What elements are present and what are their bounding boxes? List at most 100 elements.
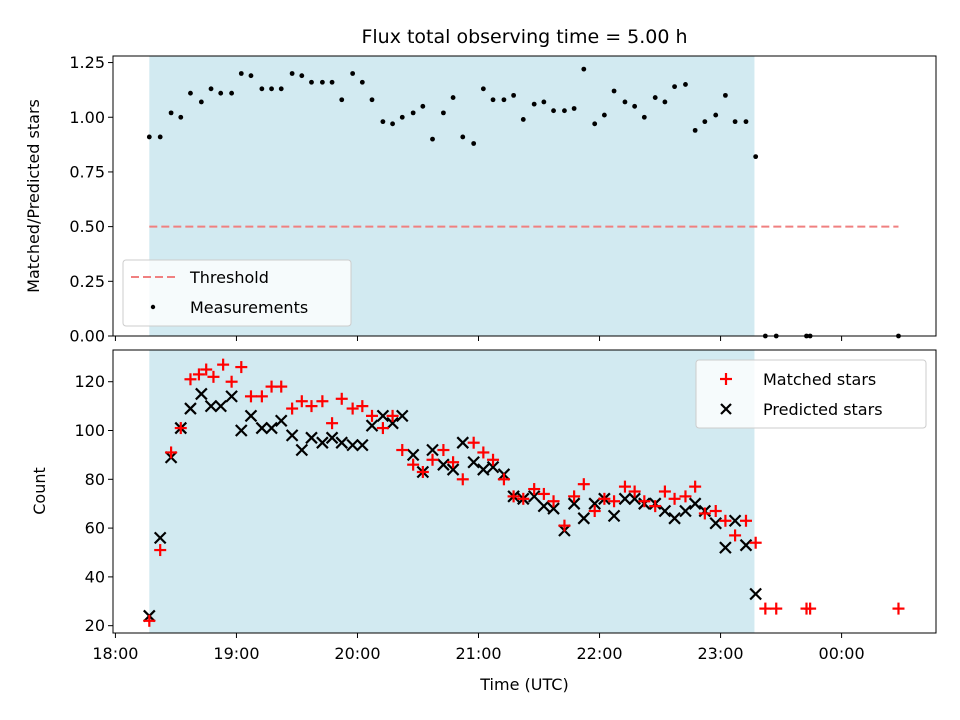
matched-star-point (568, 490, 581, 503)
x-tick-label: 20:00 (334, 644, 380, 663)
measurement-point (319, 79, 325, 85)
x-tick-label: 19:00 (213, 644, 259, 663)
matched-star-point (618, 480, 631, 493)
predicted-star-point (739, 538, 753, 552)
x-tick-label: 00:00 (819, 644, 865, 663)
predicted-star-point (225, 390, 238, 403)
predicted-star-point (567, 497, 581, 510)
measurement-point (480, 86, 486, 92)
predicted-star-point (356, 438, 369, 452)
matched-star-point (558, 519, 571, 532)
measurement-point (460, 134, 466, 140)
predicted-star-point (255, 421, 269, 435)
matched-star-point (628, 485, 641, 498)
matched-star-point (244, 390, 257, 403)
matched-star-point (477, 446, 490, 459)
predicted-star-point (305, 431, 318, 445)
matched-star-point (456, 473, 469, 486)
matched-star-point (598, 492, 611, 505)
matched-star-point (588, 505, 601, 518)
predicted-star-point (184, 402, 197, 415)
top-y-tick-label: 0.25 (69, 272, 105, 291)
matched-star-point (719, 514, 732, 527)
matched-star-point (143, 614, 156, 627)
x-axis-label: Time (UTC) (479, 675, 568, 694)
predicted-star-point (688, 497, 702, 510)
measurement-point (490, 97, 496, 103)
measurement-point (278, 86, 284, 92)
measurement-point (723, 92, 728, 98)
measurement-point (641, 114, 647, 120)
matched-star-point (396, 444, 409, 457)
measurement-point (450, 95, 456, 100)
bottom-y-tick-label: 40 (85, 567, 105, 586)
measurement-point (380, 119, 386, 125)
measurement-point (692, 127, 698, 133)
predicted-legend-label: Predicted stars (763, 400, 883, 419)
measurement-point (420, 103, 426, 109)
predicted-star-point (577, 512, 591, 525)
predicted-star-point (446, 463, 460, 476)
bottom-y-axis-label: Count (30, 467, 49, 515)
predicted-star-point (265, 421, 278, 435)
measurement-point (501, 97, 507, 103)
measurement-point (248, 73, 254, 79)
matched-star-point (679, 490, 692, 503)
matched-star-point (528, 483, 541, 496)
measurement-point (289, 71, 295, 76)
matched-star-point (709, 505, 722, 518)
matched-star-point (804, 602, 817, 615)
measurement-point (168, 110, 174, 116)
measurement-point (430, 136, 435, 142)
measurement-point (399, 114, 405, 120)
measurement-point (410, 110, 416, 116)
measurement-point (622, 99, 628, 105)
measurement-point (652, 95, 658, 100)
predicted-star-point (295, 443, 309, 457)
matched-star-point (326, 417, 339, 430)
predicted-star-point (749, 587, 762, 601)
x-tick-label: 21:00 (455, 644, 501, 663)
matched-star-point (507, 490, 520, 503)
matched-star-point (225, 375, 238, 388)
matched-star-point (497, 473, 510, 486)
predicted-star-point (285, 429, 299, 442)
predicted-star-point (335, 436, 349, 449)
measurement-point (592, 121, 598, 127)
top-legend-box (122, 259, 352, 327)
matched-star-point (207, 370, 220, 383)
matched-star-point (547, 495, 560, 508)
predicted-star-point (547, 502, 560, 515)
matched-star-point (305, 400, 318, 413)
bottom-legend: Matched stars Predicted stars (695, 359, 927, 429)
matched-star-point (608, 495, 621, 508)
measurement-point (713, 112, 719, 118)
matched-star-point (184, 373, 197, 386)
matched-star-point (154, 544, 167, 557)
measurements-legend-swatch (150, 304, 156, 310)
matched-star-point (759, 602, 772, 615)
predicted-star-point (204, 399, 218, 413)
measurement-point (146, 134, 152, 140)
predicted-legend-swatch (720, 403, 732, 415)
measurement-point (259, 86, 265, 92)
measurement-point (672, 84, 677, 90)
measurement-point (157, 134, 163, 140)
predicted-star-point (376, 409, 390, 423)
matched-star-point (638, 495, 651, 508)
predicted-star-point (274, 414, 288, 428)
matched-star-point (698, 507, 711, 520)
measurement-point (471, 141, 477, 146)
measurement-point (531, 101, 537, 107)
bottom-panel: 20 40 60 80 100 120 18:00 19:00 20:00 21:00 22:00… (30, 349, 937, 694)
matched-star-point (295, 395, 308, 408)
predicted-star-point (346, 438, 359, 452)
predicted-star-point (607, 509, 621, 523)
matched-legend-swatch (720, 373, 732, 385)
measurement-point (229, 90, 235, 96)
matched-star-point (467, 436, 480, 449)
predicted-star-point (668, 512, 681, 525)
threshold-legend-label: Threshold (189, 268, 269, 287)
measurement-point (359, 79, 365, 85)
x-tick-label: 18:00 (92, 644, 138, 663)
